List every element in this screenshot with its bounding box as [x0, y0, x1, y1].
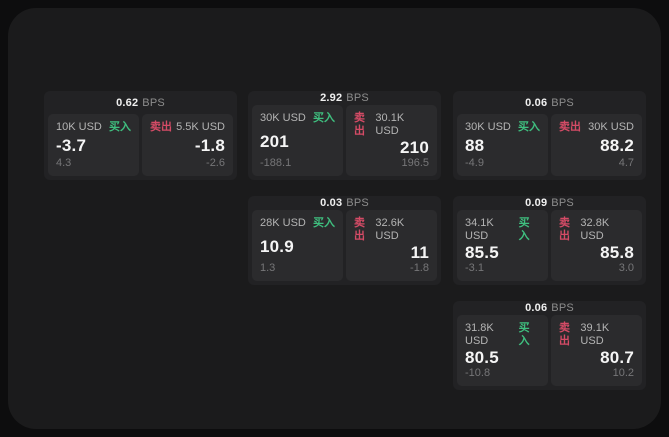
buy-price: -3.7: [56, 136, 87, 155]
bps-unit: BPS: [142, 96, 165, 109]
buy-label[interactable]: 买入: [313, 217, 335, 229]
sell-label[interactable]: 卖出: [354, 217, 365, 242]
buy-delta: -3.1: [465, 262, 484, 274]
bps-header: 0.62 BPS: [44, 91, 237, 114]
buy-notional: 30K USD: [465, 121, 511, 133]
quote-card[interactable]: 0.09 BPS 34.1K USD 买入 85.5 -3.1 卖出 32.8K…: [453, 196, 646, 285]
sell-notional: 32.8K USD: [580, 217, 610, 242]
bps-unit: BPS: [346, 92, 369, 104]
bps-value: 0.62: [116, 96, 139, 109]
buy-notional: 28K USD: [260, 217, 306, 229]
bps-unit: BPS: [346, 197, 369, 209]
buy-price: 80.5: [465, 348, 499, 367]
buy-delta: 4.3: [56, 157, 72, 169]
buy-price: 10.9: [260, 236, 294, 256]
sell-notional: 30K USD: [588, 121, 634, 133]
bps-value: 0.03: [320, 197, 343, 209]
buy-price: 201: [260, 131, 289, 151]
sell-price: 85.8: [600, 243, 634, 262]
bps-value: 0.06: [525, 96, 548, 109]
sell-price: 88.2: [600, 136, 634, 155]
sell-price: -1.8: [194, 136, 225, 155]
sell-label[interactable]: 卖出: [150, 121, 172, 133]
buy-notional: 10K USD: [56, 121, 102, 133]
buy-panel[interactable]: 30K USD 买入 201 -188.1: [252, 105, 343, 176]
sell-label[interactable]: 卖出: [559, 217, 570, 242]
bps-header: 2.92 BPS: [248, 91, 441, 105]
bps-value: 0.09: [525, 197, 548, 209]
buy-notional: 34.1K USD: [465, 217, 494, 242]
sell-panel[interactable]: 卖出 30.1K USD 210 196.5: [346, 105, 437, 176]
buy-delta: -4.9: [465, 157, 484, 169]
quote-card[interactable]: 0.06 BPS 30K USD 买入 88 -4.9 卖出 30K USD 8…: [453, 91, 646, 180]
buy-price: 88: [465, 136, 485, 155]
bps-value: 0.06: [525, 302, 548, 314]
bps-header: 0.03 BPS: [248, 196, 441, 210]
buy-delta: 1.3: [260, 262, 276, 274]
quote-card[interactable]: 0.03 BPS 28K USD 买入 10.9 1.3 卖出 32.6K US…: [248, 196, 441, 285]
bps-unit: BPS: [551, 96, 574, 109]
sell-panel[interactable]: 卖出 32.6K USD 11 -1.8: [346, 210, 437, 281]
bps-header: 0.06 BPS: [453, 91, 646, 114]
sell-delta: -2.6: [206, 157, 225, 169]
sell-delta: 196.5: [401, 157, 429, 169]
buy-notional: 30K USD: [260, 112, 306, 124]
buy-delta: -188.1: [260, 157, 292, 169]
quote-card[interactable]: 2.92 BPS 30K USD 买入 201 -188.1 卖出 30.1K …: [248, 91, 441, 180]
buy-label[interactable]: 买入: [109, 121, 131, 133]
sell-delta: 4.7: [618, 157, 634, 169]
quote-card[interactable]: 0.62 BPS 10K USD 买入 -3.7 4.3 卖出 5.5K USD…: [44, 91, 237, 180]
bps-unit: BPS: [551, 302, 574, 314]
sell-panel[interactable]: 卖出 5.5K USD -1.8 -2.6: [142, 114, 233, 176]
sell-notional: 30.1K USD: [375, 112, 405, 137]
sell-notional: 5.5K USD: [176, 121, 225, 133]
sell-notional: 39.1K USD: [580, 322, 610, 347]
quote-card[interactable]: 0.06 BPS 31.8K USD 买入 80.5 -10.8 卖出 39.1…: [453, 301, 646, 390]
sell-price: 210: [400, 138, 429, 157]
bps-header: 0.06 BPS: [453, 301, 646, 315]
main-panel: 0.62 BPS 10K USD 买入 -3.7 4.3 卖出 5.5K USD…: [8, 8, 661, 429]
bps-value: 2.92: [320, 92, 343, 104]
buy-delta: -10.8: [465, 367, 491, 379]
buy-price: 85.5: [465, 243, 499, 262]
sell-label[interactable]: 卖出: [559, 322, 570, 347]
sell-panel[interactable]: 卖出 30K USD 88.2 4.7: [551, 114, 642, 176]
buy-panel[interactable]: 10K USD 买入 -3.7 4.3: [48, 114, 139, 176]
buy-label[interactable]: 买入: [518, 121, 540, 133]
buy-label[interactable]: 买入: [313, 112, 335, 124]
buy-panel[interactable]: 31.8K USD 买入 80.5 -10.8: [457, 315, 548, 386]
sell-panel[interactable]: 卖出 32.8K USD 85.8 3.0: [551, 210, 642, 281]
sell-delta: -1.8: [410, 262, 429, 274]
sell-panel[interactable]: 卖出 39.1K USD 80.7 10.2: [551, 315, 642, 386]
sell-price: 11: [410, 243, 429, 262]
sell-delta: 10.2: [612, 367, 634, 379]
bps-unit: BPS: [551, 197, 574, 209]
bps-header: 0.09 BPS: [453, 196, 646, 210]
buy-notional: 31.8K USD: [465, 322, 494, 347]
buy-panel[interactable]: 28K USD 买入 10.9 1.3: [252, 210, 343, 281]
buy-label[interactable]: 买入: [518, 322, 530, 347]
sell-label[interactable]: 卖出: [354, 112, 365, 137]
sell-delta: 3.0: [618, 262, 634, 274]
buy-panel[interactable]: 30K USD 买入 88 -4.9: [457, 114, 548, 176]
buy-panel[interactable]: 34.1K USD 买入 85.5 -3.1: [457, 210, 548, 281]
sell-notional: 32.6K USD: [375, 217, 405, 242]
sell-price: 80.7: [600, 348, 634, 367]
sell-label[interactable]: 卖出: [559, 121, 581, 133]
buy-label[interactable]: 买入: [518, 217, 530, 242]
